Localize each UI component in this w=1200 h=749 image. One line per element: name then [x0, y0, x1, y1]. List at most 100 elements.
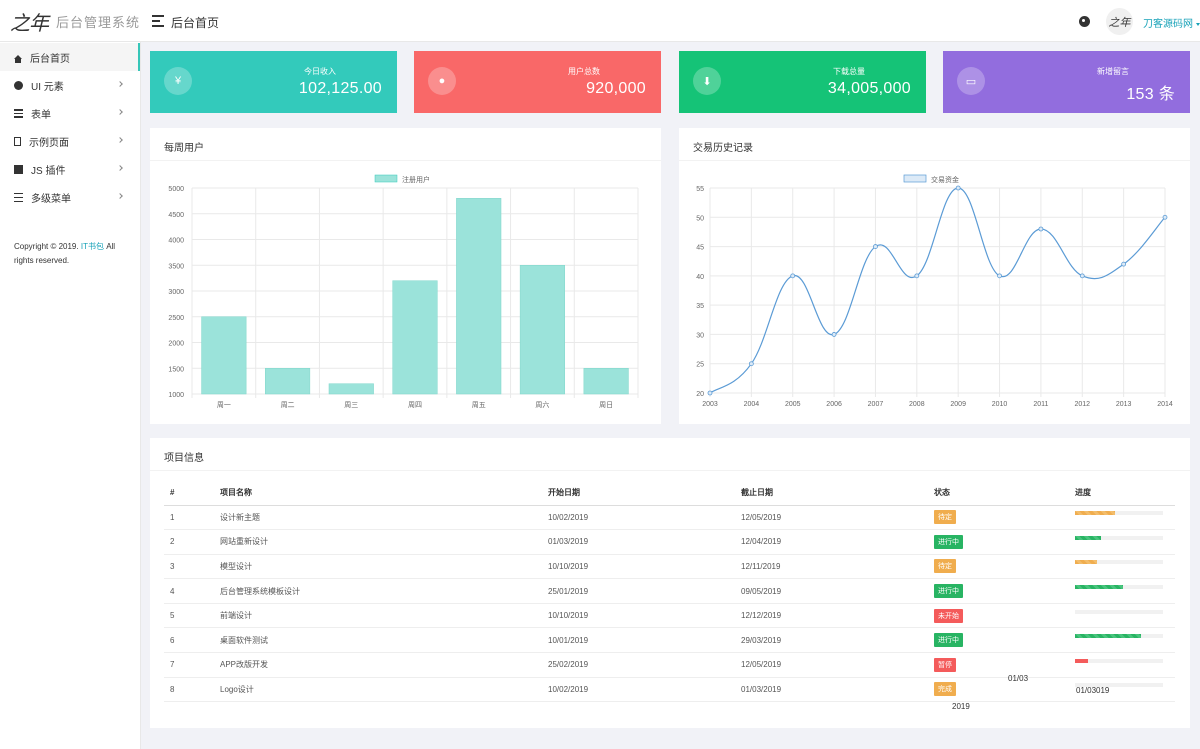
download-icon: ⬇ — [693, 67, 721, 95]
progress-fill — [1075, 585, 1124, 590]
end-date: 12/05/2019 — [741, 652, 934, 678]
start-date: 10/10/2019 — [548, 554, 741, 580]
project-name: 设计新主题 — [220, 505, 548, 531]
sidebar-nav: 后台首页 UI 元素表单示例页面 JS 插件多级菜单 — [0, 43, 140, 211]
x-tick-label: 周二 — [281, 401, 295, 409]
data-point — [997, 273, 1002, 279]
chevron-right-icon — [117, 165, 123, 171]
sidebar-item-label: 后台首页 — [30, 53, 70, 65]
column-header: # — [164, 480, 220, 506]
start-date: 25/02/2019 — [548, 652, 741, 678]
row-id: 2 — [164, 529, 220, 555]
x-tick-label: 2009 — [950, 401, 966, 408]
yen-icon: ¥ — [164, 67, 192, 95]
progress-fill — [1075, 560, 1097, 565]
start-date: 10/02/2019 — [548, 505, 741, 531]
y-tick-label: 4000 — [168, 238, 184, 245]
stat-value: 34,005,000 — [827, 80, 911, 97]
y-tick-label: 50 — [696, 215, 704, 222]
stat-label: 用户总数 — [568, 67, 600, 76]
bar — [265, 368, 311, 395]
progress-bar — [1075, 658, 1163, 663]
data-point — [748, 361, 754, 367]
y-tick-label: 40 — [696, 274, 704, 281]
table-body: 1 设计新主题 10/02/2019 12/05/2019 待定 2 网站重新设计 01/03… — [164, 505, 1175, 703]
y-tick-label: 1000 — [168, 392, 184, 399]
progress-fill — [1075, 634, 1141, 639]
x-tick-label: 周五 — [472, 401, 486, 409]
projects-table: # 项目名称 开始日期 截止日期 状态 进度 1 设计新主题 10/02/2019 12/05/… — [164, 480, 1175, 703]
palette-icon — [14, 80, 23, 90]
table-row: 7 APP改版开发 25/02/2019 12/05/2019 暂停 — [164, 652, 1175, 678]
data-point — [1162, 214, 1168, 220]
copyright-link[interactable]: IT书包 — [80, 242, 104, 251]
y-tick-label: 5000 — [168, 186, 184, 193]
theme-palette-icon[interactable] — [1079, 16, 1090, 27]
end-date: 12/12/2019 — [741, 603, 934, 629]
logo: 之年 — [10, 10, 49, 35]
avatar[interactable]: 之年 — [1106, 8, 1133, 35]
data-point — [1038, 226, 1044, 232]
data-point — [955, 185, 961, 191]
x-tick-label: 2011 — [1033, 401, 1048, 408]
sidebar-item-4[interactable]: JS 插件 — [0, 155, 140, 183]
overlay-fragment: 01/03019 — [1076, 686, 1110, 695]
x-tick-label: 周一 — [217, 401, 231, 409]
y-tick-label: 55 — [696, 186, 704, 193]
data-point — [790, 273, 796, 279]
status-badge: 进行中 — [934, 584, 963, 599]
table-row: 3 模型设计 10/10/2019 12/11/2019 待定 — [164, 554, 1175, 580]
sidebar-item-1[interactable]: UI 元素 — [0, 71, 140, 99]
column-header: 开始日期 — [548, 480, 741, 506]
x-tick-label: 2006 — [826, 401, 842, 408]
copyright: Copyright © 2019. IT书包 All rights reserv… — [14, 242, 116, 265]
sidebar-item-5[interactable]: 多级菜单 — [0, 183, 140, 211]
status-badge: 暂停 — [934, 657, 956, 672]
panel-title: 项目信息 — [150, 438, 1190, 471]
sidebar-item-label: 表单 — [31, 109, 51, 121]
chevron-right-icon — [117, 109, 123, 115]
sidebar-item-3[interactable]: 示例页面 — [0, 127, 140, 155]
sidebar-item-0[interactable]: 后台首页 — [0, 43, 140, 71]
weekly-users-panel: 每周用户 注册用户 1000 1500 2000 2500 3000 3500 4000 450… — [150, 128, 661, 424]
y-tick-label: 4500 — [168, 212, 184, 219]
overlay-fragment: 2019 — [952, 702, 970, 711]
user-icon: ● — [428, 67, 456, 95]
progress-bar — [1075, 535, 1163, 540]
user-menu-dropdown[interactable]: 刀客源码网 — [1143, 15, 1200, 30]
comment-icon: ▭ — [957, 67, 985, 95]
stat-label: 今日收入 — [304, 67, 336, 76]
x-tick-label: 2010 — [992, 401, 1008, 408]
progress-bar — [1075, 609, 1163, 614]
sidebar-item-label: JS 插件 — [31, 165, 66, 177]
bar — [583, 368, 629, 395]
stat-card: ¥ 今日收入 102,125.00 — [150, 51, 397, 113]
data-point — [707, 390, 713, 396]
end-date: 12/11/2019 — [741, 554, 934, 580]
brand[interactable]: 之年 后台管理系统 — [0, 0, 141, 42]
project-name: 后台管理系统模板设计 — [220, 578, 548, 604]
status-badge: 完成 — [934, 682, 956, 697]
top-header: 之年 后台管理系统 后台首页 之年 刀客源码网 — [0, 0, 1200, 42]
sidebar-item-2[interactable]: 表单 — [0, 99, 140, 127]
chevron-right-icon — [117, 81, 123, 87]
status-badge: 未开始 — [934, 608, 963, 623]
list-icon — [14, 192, 23, 202]
start-date: 10/01/2019 — [548, 627, 741, 654]
project-name: Logo设计 — [220, 677, 548, 703]
file-icon — [14, 136, 21, 146]
brand-title: 后台管理系统 — [56, 14, 141, 30]
row-id: 3 — [164, 554, 220, 580]
y-tick-label: 35 — [696, 303, 704, 310]
data-point — [1121, 261, 1127, 267]
x-tick-label: 2007 — [868, 401, 884, 408]
home-icon — [14, 55, 22, 63]
table-row: 6 桌面软件测试 10/01/2019 29/03/2019 进行中 — [164, 627, 1175, 654]
menu-toggle-icon[interactable] — [152, 15, 164, 27]
x-tick-label: 2005 — [785, 401, 801, 408]
row-id: 8 — [164, 677, 220, 703]
stat-label: 下载总量 — [833, 67, 865, 76]
start-date: 01/03/2019 — [548, 529, 741, 555]
chevron-right-icon — [117, 193, 123, 199]
x-tick-label: 周日 — [599, 401, 613, 409]
